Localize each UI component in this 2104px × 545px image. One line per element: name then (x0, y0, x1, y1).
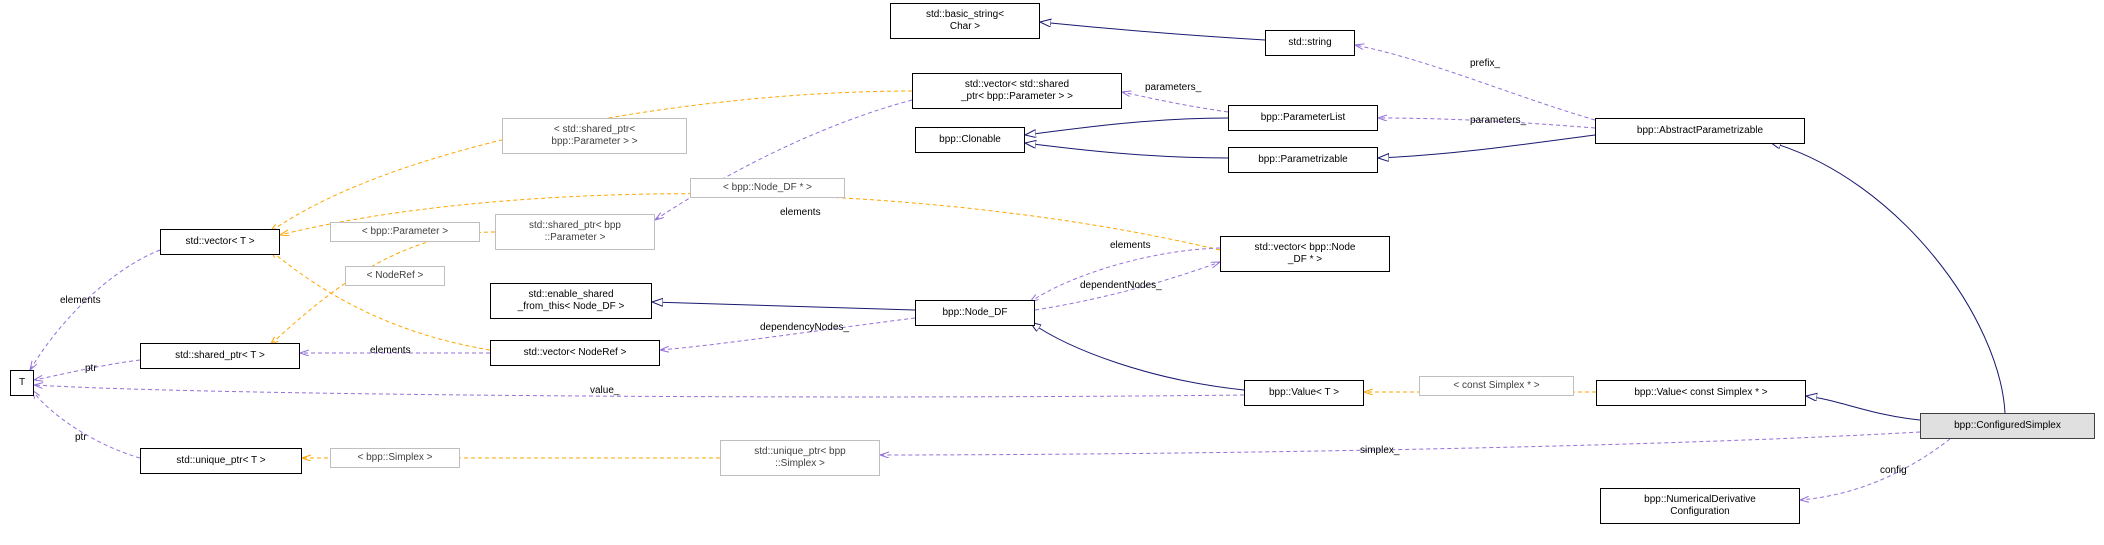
node-NodeRefT[interactable]: < NodeRef > (345, 266, 445, 286)
node-vecShared[interactable]: std::vector< std::shared _ptr< bpp::Para… (912, 73, 1122, 109)
edge-ParamList-vecShared (1122, 92, 1228, 112)
node-vecNodeDF[interactable]: std::vector< bpp::Node _DF * > (1220, 236, 1390, 272)
edge-sharedBpp-sharedT (270, 232, 495, 345)
edge-ConfigSx-ValueConst (1806, 396, 1920, 420)
edge-NodeDF-enableShared (652, 302, 915, 310)
node-sharedT[interactable]: std::shared_ptr< T > (140, 343, 300, 369)
node-sharedBpp[interactable]: std::shared_ptr< bpp ::Parameter > (495, 214, 655, 250)
node-uniqueBpp[interactable]: std::unique_ptr< bpp ::Simplex > (720, 440, 880, 476)
edge-ValueT-NodeDF (1030, 322, 1244, 390)
node-bppParam[interactable]: < bpp::Parameter > (330, 222, 480, 242)
edge-label-NodeDF-vecNodeRef: dependencyNodes_ (760, 322, 849, 333)
node-sharedBppT[interactable]: < std::shared_ptr< bpp::Parameter > > (502, 118, 687, 154)
node-bppNodeDFst[interactable]: < bpp::Node_DF * > (690, 178, 845, 198)
edge-label-ConfigSx-NumDeriv: config (1880, 465, 1907, 476)
edge-AbstractP-Parametriz (1378, 135, 1595, 158)
edge-ValueT-T (34, 385, 1244, 397)
node-NodeDF[interactable]: bpp::Node_DF (915, 300, 1035, 326)
node-ConfigSx[interactable]: bpp::ConfiguredSimplex (1920, 413, 2095, 439)
node-Parametriz[interactable]: bpp::Parametrizable (1228, 147, 1378, 173)
node-bppSimplexT[interactable]: < bpp::Simplex > (330, 448, 460, 468)
node-constSimplex[interactable]: < const Simplex * > (1419, 376, 1574, 396)
edge-label-ParamList-vecShared: parameters_ (1145, 82, 1201, 93)
edge-ConfigSx-uniqueBpp (880, 432, 1920, 455)
edge-label-NodeDF-vecNodeDF: dependentNodes_ (1080, 280, 1162, 291)
node-vectorT[interactable]: std::vector< T > (160, 229, 280, 255)
edge-label-uniqueT-T: ptr (75, 432, 87, 443)
node-basicString[interactable]: std::basic_string< Char > (890, 3, 1040, 39)
edge-vecNodeRef-vectorT (270, 250, 490, 350)
node-stdString[interactable]: std::string (1265, 30, 1355, 56)
edge-vecShared-sharedBpp (655, 100, 912, 220)
edge-label-AbstractP-stdString: prefix_ (1470, 58, 1500, 69)
edge-ParamList-Clonable (1025, 118, 1228, 135)
edge-label-sharedT-T: ptr (85, 363, 97, 374)
node-NumDeriv[interactable]: bpp::NumericalDerivative Configuration (1600, 488, 1800, 524)
edge-label-ConfigSx-uniqueBpp: simplex_ (1360, 445, 1399, 456)
node-ValueT[interactable]: bpp::Value< T > (1244, 380, 1364, 406)
edge-uniqueT-T (32, 390, 140, 458)
node-vecNodeRef[interactable]: std::vector< NodeRef > (490, 340, 660, 366)
edge-label-vectorT-T: elements (60, 295, 101, 306)
node-T[interactable]: T (10, 370, 34, 396)
edge-stdString-basicString (1040, 22, 1265, 40)
collaboration-diagram: Tstd::vector< T >std::shared_ptr< T >std… (0, 0, 2104, 545)
node-Clonable[interactable]: bpp::Clonable (915, 127, 1025, 153)
edge-label-AbstractP-ParamList: parameters_ (1470, 115, 1526, 126)
edge-label-vecShared-sharedBpp: elements (780, 207, 821, 218)
node-enableShared[interactable]: std::enable_shared _from_this< Node_DF > (490, 283, 652, 319)
edge-label-ValueT-T: value_ (590, 385, 619, 396)
edge-label-vecNodeRef-sharedT: elements (370, 345, 411, 356)
edge-AbstractP-stdString (1355, 45, 1595, 120)
node-uniqueT[interactable]: std::unique_ptr< T > (140, 448, 302, 474)
node-ValueConst[interactable]: bpp::Value< const Simplex * > (1596, 380, 1806, 406)
edge-Parametriz-Clonable (1025, 143, 1228, 158)
node-ParamList[interactable]: bpp::ParameterList (1228, 105, 1378, 131)
edge-vecNodeDF-NodeDF (1030, 248, 1220, 302)
edge-ConfigSx-AbstractP (1770, 142, 2005, 413)
edge-label-vecNodeDF-NodeDF: elements (1110, 240, 1151, 251)
node-AbstractP[interactable]: bpp::AbstractParametrizable (1595, 118, 1805, 144)
edge-ConfigSx-NumDeriv (1800, 439, 1950, 500)
